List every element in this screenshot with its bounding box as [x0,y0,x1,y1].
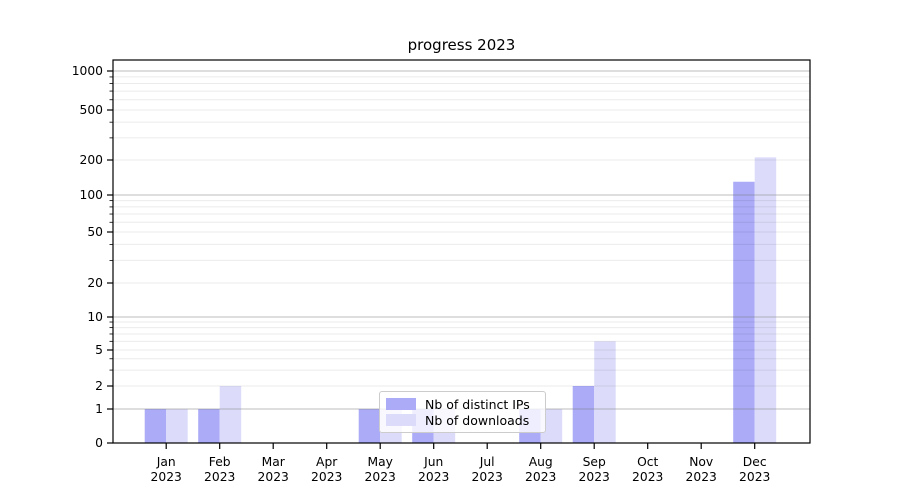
x-tick-label-year-aug: 2023 [525,470,556,484]
legend: Nb of distinct IPs Nb of downloads [379,391,546,433]
legend-swatch-distinct-ips [386,398,416,410]
y-tick-label-10: 10 [87,310,103,324]
x-tick-label-jan: Jan [156,455,176,469]
bar-distinct-ips-feb [198,409,220,443]
axes-spines [112,59,811,444]
x-tick-label-year-jan: 2023 [151,470,182,484]
x-tick-label-feb: Feb [209,455,231,469]
y-tick-label-5: 5 [95,343,103,357]
x-tick-label-year-feb: 2023 [204,470,235,484]
x-tick-label-jun: Jun [423,455,443,469]
x-tick-label-year-dec: 2023 [739,470,770,484]
chart-title: progress 2023 [407,36,516,54]
x-tick-label-year-apr: 2023 [311,470,342,484]
x-tick-label-year-jun: 2023 [418,470,449,484]
y-tick-label-20: 20 [87,276,103,290]
x-tick-label-may: May [367,455,392,469]
legend-swatch-downloads [386,414,416,426]
bar-downloads-feb [219,386,242,443]
y-tick-label-1000: 1000 [72,64,103,78]
x-tick-label-year-may: 2023 [365,470,396,484]
bar-distinct-ips-dec [733,181,755,444]
bar-distinct-ips-jan [144,409,167,443]
y-tick-label-200: 200 [80,153,103,167]
bar-downloads-dec [754,157,777,443]
x-tick-label-dec: Dec [743,455,767,469]
y-tick-label-50: 50 [87,225,103,239]
legend-item-distinct-ips: Nb of distinct IPs [386,396,537,412]
bar-distinct-ips-may [358,409,381,443]
x-tick-label-year-oct: 2023 [632,470,663,484]
y-tick-label-2: 2 [95,379,103,393]
legend-label-distinct-ips: Nb of distinct IPs [425,396,530,412]
bar-distinct-ips-sep [572,386,595,443]
x-tick-label-jul: Jul [479,455,495,469]
x-tick-label-year-sep: 2023 [579,470,610,484]
bar-downloads-aug [540,409,563,443]
x-tick-label-nov: Nov [689,455,713,469]
y-tick-label-100: 100 [80,188,103,202]
bar-downloads-sep [594,341,616,443]
y-tick-label-1: 1 [95,402,103,416]
y-tick-label-500: 500 [80,103,103,117]
x-tick-label-oct: Oct [637,455,658,469]
x-tick-label-sep: Sep [583,455,606,469]
x-tick-label-year-mar: 2023 [258,470,289,484]
legend-item-downloads: Nb of downloads [386,412,537,428]
x-tick-label-mar: Mar [262,455,286,469]
x-tick-label-aug: Aug [529,455,553,469]
y-tick-label-0: 0 [95,436,103,450]
legend-label-downloads: Nb of downloads [425,412,530,428]
x-tick-label-year-nov: 2023 [686,470,717,484]
x-tick-label-year-jul: 2023 [472,470,503,484]
bar-downloads-jan [166,409,188,443]
x-tick-label-apr: Apr [316,455,338,469]
